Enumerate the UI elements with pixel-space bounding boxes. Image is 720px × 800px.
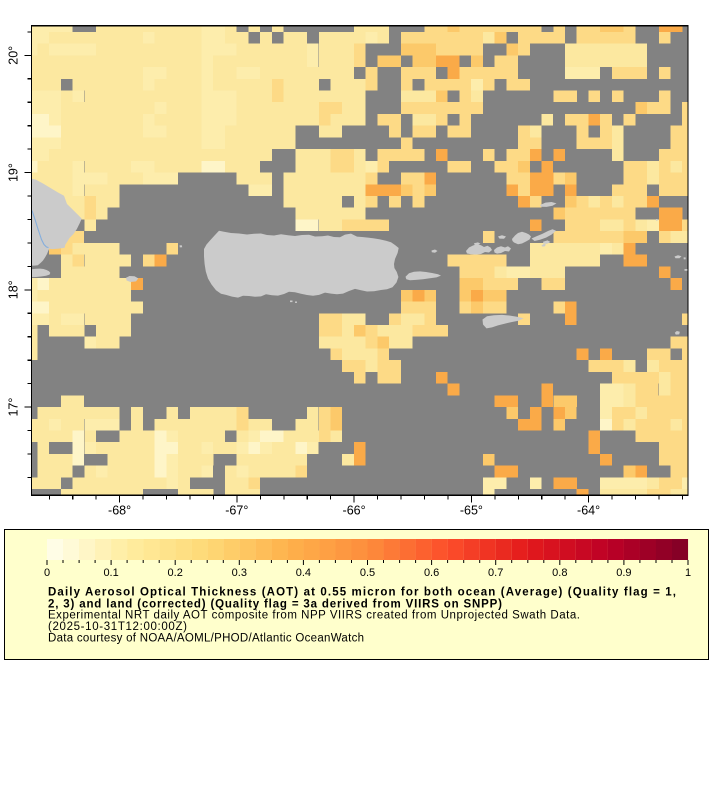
svg-text:-64°: -64° [577,504,600,518]
svg-text:20°: 20° [7,46,21,65]
svg-text:0.4: 0.4 [296,567,311,579]
svg-text:0.6: 0.6 [424,567,439,579]
svg-text:-66°: -66° [343,504,366,518]
svg-text:17°: 17° [7,398,21,417]
svg-text:Experimental NRT daily AOT com: Experimental NRT daily AOT composite fro… [48,610,580,622]
svg-text:0.8: 0.8 [552,567,567,579]
svg-text:2, 3) and land (corrected) (Qu: 2, 3) and land (corrected) (Quality flag… [48,598,502,610]
svg-text:18°: 18° [7,280,21,299]
svg-text:0.5: 0.5 [360,567,375,579]
svg-text:0.9: 0.9 [616,567,631,579]
svg-text:19°: 19° [7,163,21,182]
svg-text:0: 0 [44,567,50,579]
svg-text:-65°: -65° [460,504,483,518]
svg-text:1: 1 [685,567,691,579]
svg-text:0.2: 0.2 [168,567,183,579]
svg-text:(2025-10-31T12:00:00Z): (2025-10-31T12:00:00Z) [48,621,187,633]
svg-text:0.1: 0.1 [103,567,118,579]
svg-text:0.3: 0.3 [232,567,247,579]
svg-text:Daily Aerosol Optical Thicknes: Daily Aerosol Optical Thickness (AOT) at… [48,587,676,599]
svg-text:Data courtesy of NOAA/AOML/PHO: Data courtesy of NOAA/AOML/PHOD/Atlantic… [48,632,364,644]
svg-text:0.7: 0.7 [488,567,503,579]
svg-text:-67°: -67° [225,504,248,518]
svg-text:-68°: -68° [108,504,131,518]
